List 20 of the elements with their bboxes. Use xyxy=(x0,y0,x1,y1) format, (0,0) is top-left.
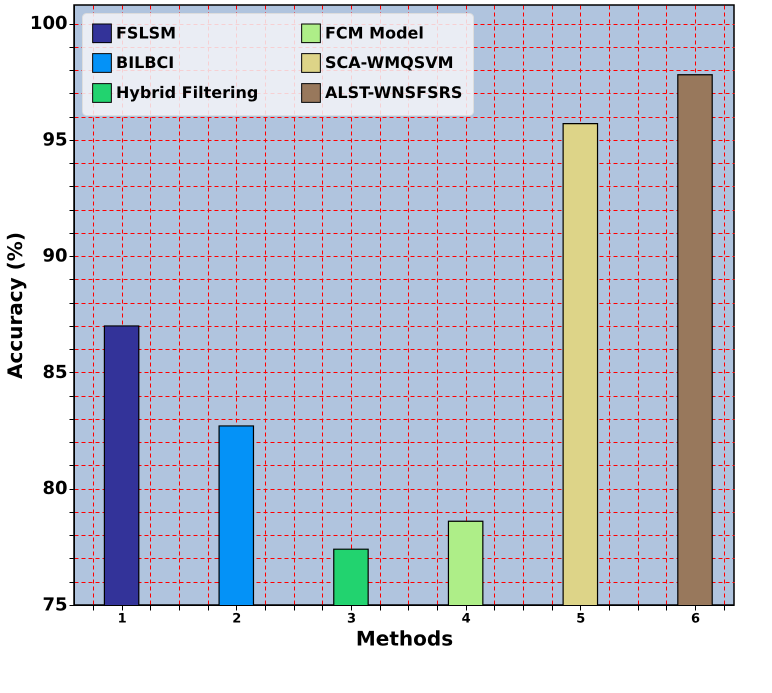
y-tick-label: 85 xyxy=(42,362,68,383)
y-tick-label: 90 xyxy=(42,246,68,267)
legend-label: BILBCI xyxy=(116,53,174,72)
x-tick-label: 2 xyxy=(232,612,242,626)
legend-label: FCM Model xyxy=(325,23,424,42)
y-tick-label: 95 xyxy=(42,129,68,150)
x-axis-title: Methods xyxy=(356,626,454,650)
x-tick-label: 4 xyxy=(462,612,471,626)
legend-label: Hybrid Filtering xyxy=(116,83,258,102)
y-tick-label: 80 xyxy=(42,478,68,500)
x-tick-label: 1 xyxy=(118,612,127,626)
x-tick-label: 3 xyxy=(346,612,356,626)
y-axis-title: Accuracy (%) xyxy=(2,232,27,379)
y-tick-label: 100 xyxy=(30,13,68,34)
x-tick-label: 6 xyxy=(690,612,700,626)
legend-label: FSLSM xyxy=(116,23,176,42)
legend-label: ALST-WNSFSRS xyxy=(325,83,462,102)
legend-label: SCA-WMQSVM xyxy=(325,53,454,72)
y-tick-label: 75 xyxy=(42,594,68,616)
x-tick-label: 5 xyxy=(576,612,586,626)
